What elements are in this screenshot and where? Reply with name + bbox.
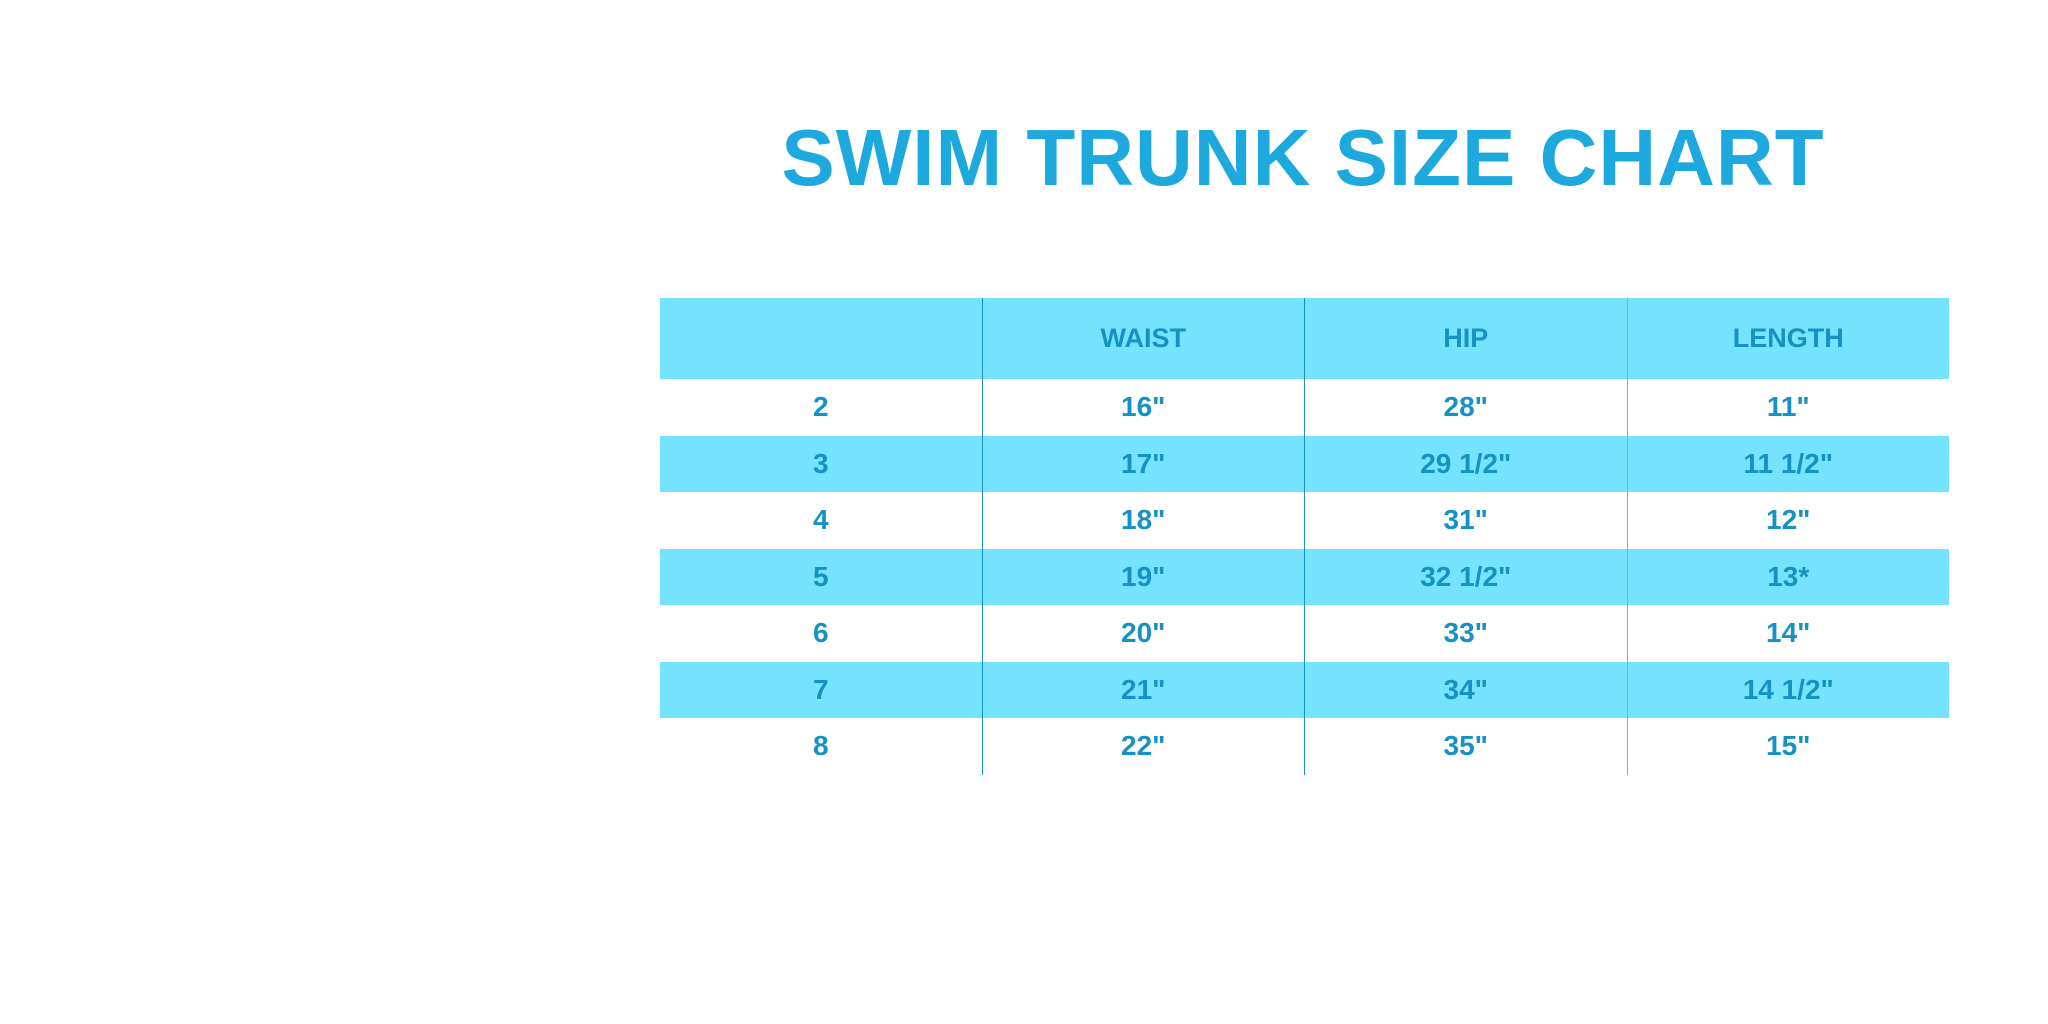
cell-hip: 32 1/2" xyxy=(1304,548,1627,605)
table-row: 3 17" 29 1/2" 11 1/2" xyxy=(660,435,1949,492)
cell-length: 11 1/2" xyxy=(1626,435,1949,492)
page-title: SWIM TRUNK SIZE CHART xyxy=(781,113,1825,202)
cell-hip: 28" xyxy=(1304,379,1627,436)
size-chart-table: WAIST HIP LENGTH 2 16" 28" 11" 3 17" 29 1/2" 11… xyxy=(660,298,1949,775)
cell-size: 3 xyxy=(660,435,982,492)
cell-size: 4 xyxy=(812,504,829,536)
table-row: 5 19" 32 1/2" 13* xyxy=(660,548,1949,605)
cell-size: 5 xyxy=(660,548,982,605)
cell-hip: 35" xyxy=(1304,718,1627,775)
cell-waist: 22" xyxy=(981,718,1305,775)
cell-size: 7 xyxy=(660,661,982,718)
cell-length: 12" xyxy=(1626,492,1949,549)
cell-length: 14 1/2" xyxy=(1626,661,1949,718)
cell-hip: 31" xyxy=(1304,492,1627,549)
table-row: 8 22" 35" 15" xyxy=(660,718,1949,775)
column-header-waist: WAIST xyxy=(981,298,1305,379)
column-header-hip: HIP xyxy=(1304,298,1627,379)
header-row: WAIST HIP LENGTH xyxy=(660,298,1949,379)
cell-waist: 20" xyxy=(981,605,1305,662)
table-row: 7 21" 34" 14 1/2" xyxy=(660,661,1949,718)
table-row: 4 18" 31" 12" xyxy=(660,492,1949,549)
cell-waist: 21" xyxy=(981,661,1305,718)
cell-waist: 17" xyxy=(981,435,1305,492)
cell-length: 15" xyxy=(1626,718,1949,775)
cell-waist: 18" xyxy=(981,492,1305,549)
cell-hip: 29 1/2" xyxy=(1304,435,1627,492)
column-header-size xyxy=(660,298,982,379)
cell-waist: 16" xyxy=(981,379,1305,436)
cell-waist: 19" xyxy=(981,548,1305,605)
cell-hip: 33" xyxy=(1304,605,1627,662)
cell-size: 6 xyxy=(812,617,829,649)
cell-length: 13* xyxy=(1626,548,1949,605)
cell-size: 8 xyxy=(812,730,829,762)
table-row: 2 16" 28" 11" xyxy=(660,379,1949,436)
cell-length: 11" xyxy=(1626,379,1949,436)
cell-length: 14" xyxy=(1626,605,1949,662)
cell-hip: 34" xyxy=(1304,661,1627,718)
cell-size: 2 xyxy=(812,391,829,423)
table-row: 6 20" 33" 14" xyxy=(660,605,1949,662)
column-header-length: LENGTH xyxy=(1626,298,1949,379)
